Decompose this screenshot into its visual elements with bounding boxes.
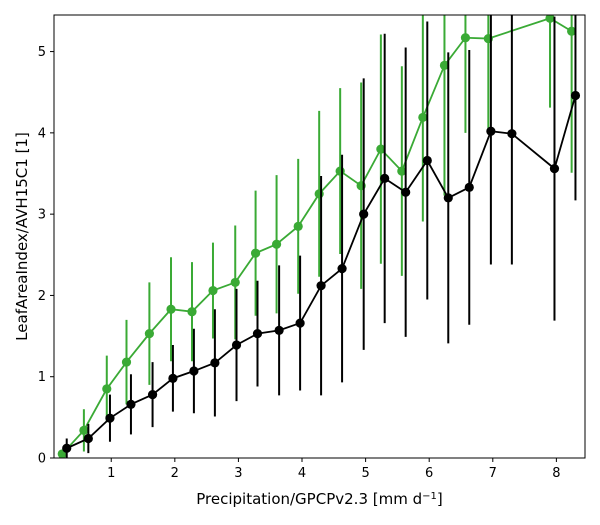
data-point: [189, 366, 199, 376]
y-tick-label: 5: [38, 45, 46, 60]
y-tick-label: 3: [38, 208, 46, 223]
data-point: [252, 329, 263, 339]
data-point: [166, 304, 176, 314]
plot-content: [57, 15, 581, 458]
data-point: [105, 413, 115, 423]
data-point: [231, 340, 242, 350]
x-tick-label: 1: [107, 466, 115, 481]
data-point: [126, 399, 136, 409]
data-point: [401, 187, 411, 197]
x-tick-label: 2: [171, 466, 179, 481]
y-tick-label: 1: [38, 370, 46, 385]
data-point: [271, 239, 282, 249]
data-point: [376, 144, 386, 154]
series-2: [62, 15, 581, 458]
data-point: [121, 357, 132, 367]
axis-ticks: 1 2 3 4 5 6 7 8 0 1 2 3 4 5: [38, 45, 561, 481]
data-point: [507, 129, 517, 139]
data-point: [460, 33, 471, 43]
data-point: [147, 389, 158, 400]
data-point: [335, 166, 345, 176]
data-point: [464, 182, 474, 192]
data-point: [250, 248, 261, 258]
data-point: [443, 193, 453, 203]
data-point: [210, 358, 220, 368]
data-point: [439, 60, 450, 70]
data-point: [545, 15, 555, 23]
x-tick-label: 6: [425, 466, 433, 481]
series-line: [61, 17, 573, 455]
data-point: [79, 425, 89, 435]
data-point: [83, 433, 93, 444]
x-tick-label: 4: [298, 466, 306, 481]
y-tick-label: 4: [38, 126, 46, 141]
x-tick-label: 3: [234, 466, 242, 481]
data-point: [62, 443, 72, 453]
plot-area: [57, 15, 581, 458]
data-point: [102, 384, 112, 394]
x-axis-label-end: ]: [437, 490, 443, 508]
data-point: [295, 318, 305, 328]
data-point: [274, 325, 284, 335]
data-point: [380, 173, 390, 183]
x-axis-label-main: Precipitation/GPCPv2.3 [mm d: [196, 490, 422, 508]
data-point: [230, 277, 240, 288]
y-axis-label: LeafAreaIndex/AVH15C1 [1]: [13, 132, 31, 341]
data-point: [418, 112, 428, 123]
axes-frame: [53, 14, 586, 459]
data-point: [486, 126, 496, 136]
x-axis-label-superscript: −1: [422, 491, 437, 502]
series-1: [57, 15, 577, 458]
data-point: [422, 155, 432, 166]
data-point: [337, 264, 347, 274]
data-point: [314, 189, 324, 199]
data-point: [168, 373, 178, 383]
y-tick-label: 0: [38, 452, 46, 467]
data-point: [397, 166, 407, 176]
data-point: [570, 90, 581, 101]
data-point: [293, 221, 303, 231]
data-point: [549, 164, 560, 174]
x-tick-label: 5: [361, 466, 369, 481]
data-point: [316, 281, 326, 291]
data-point: [208, 285, 218, 296]
x-tick-label: 8: [552, 466, 560, 481]
data-point: [359, 209, 369, 219]
x-axis-label: Precipitation/GPCPv2.3 [mm d−1]: [196, 490, 442, 508]
data-point: [187, 307, 197, 317]
y-tick-label: 2: [38, 289, 46, 304]
data-point: [144, 329, 154, 339]
x-tick-label: 7: [489, 466, 497, 481]
data-point: [567, 26, 577, 36]
